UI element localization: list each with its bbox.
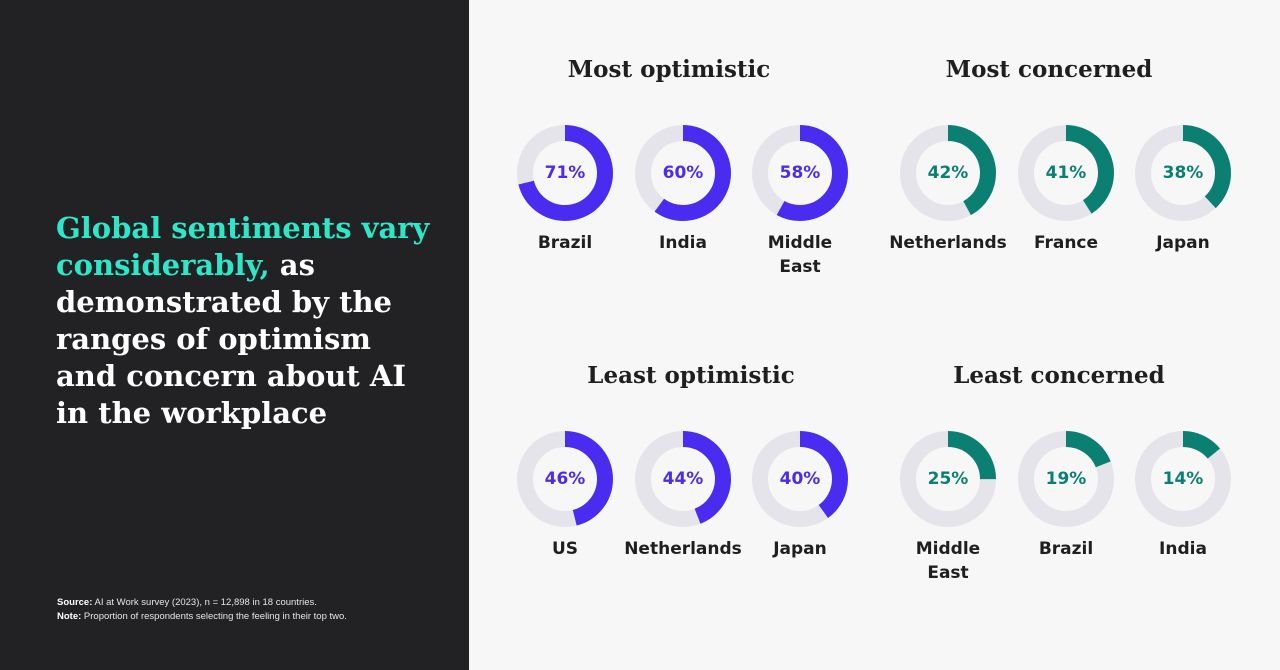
donut-category-label: Netherlands: [889, 233, 1007, 253]
donut-brazil: 19%: [1016, 429, 1116, 529]
donut-value-label: 14%: [1162, 469, 1204, 489]
donut-svg: [752, 125, 848, 221]
note-line: Note: Proportion of respondents selectin…: [57, 610, 457, 624]
donut-svg: [900, 125, 996, 221]
donut-svg: [517, 125, 613, 221]
donut-category-label: France: [1033, 233, 1099, 253]
donut-svg: [900, 431, 996, 527]
donut-value-label: 19%: [1045, 469, 1087, 489]
donut-france: 41%: [1016, 123, 1116, 223]
donut-arc: [1135, 431, 1231, 527]
donut-us: 46%: [515, 429, 615, 529]
donut-svg: [752, 431, 848, 527]
donut-svg: [1018, 431, 1114, 527]
donut-netherlands: 42%: [898, 123, 998, 223]
donut-arc: [1135, 125, 1231, 221]
group-title: Least concerned: [953, 362, 1165, 389]
donut-category-label: Middle East: [915, 539, 981, 583]
donut-value-label: 41%: [1045, 163, 1087, 183]
group-least-concerned: Least concerned 25% Middle East 19% Brazil 1…: [879, 362, 1239, 642]
donut-arc: [900, 125, 996, 221]
donut-arc: [1018, 431, 1114, 527]
donut-japan: 38%: [1133, 123, 1233, 223]
donut-brazil: 71%: [515, 123, 615, 223]
donut-value-label: 58%: [779, 163, 821, 183]
group-most-concerned: Most concerned 42% Netherlands 41% France 38…: [869, 56, 1231, 336]
headline-highlight: Global sentiments vary considerably,: [56, 211, 430, 282]
donut-value-label: 71%: [544, 163, 586, 183]
donut-arc: [635, 125, 731, 221]
donut-value-label: 60%: [662, 163, 704, 183]
donut-svg: [1018, 125, 1114, 221]
group-title: Most concerned: [945, 56, 1153, 83]
donut-svg: [635, 431, 731, 527]
donut-arc: [1018, 125, 1114, 221]
headline: Global sentiments vary considerably, as …: [56, 210, 436, 432]
donut-value-label: 46%: [544, 469, 586, 489]
donut-middle-east: 58%: [750, 123, 850, 223]
source-text: AI at Work survey (2023), n = 12,898 in …: [92, 597, 317, 608]
note-label: Note:: [57, 611, 82, 622]
donut-arc: [752, 125, 848, 221]
donut-svg: [517, 431, 613, 527]
donut-category-label: India: [659, 233, 707, 253]
left-panel: Global sentiments vary considerably, as …: [0, 0, 469, 670]
source-label: Source:: [57, 597, 93, 608]
donut-arc: [752, 431, 848, 527]
donut-category-label: Japan: [1156, 233, 1210, 253]
donut-category-label: US: [551, 539, 579, 559]
donut-category-label: India: [1159, 539, 1207, 559]
donut-arc: [517, 125, 613, 221]
donut-middle-east: 25%: [898, 429, 998, 529]
donut-arc: [635, 431, 731, 527]
donut-arc: [517, 431, 613, 527]
donut-svg: [1135, 125, 1231, 221]
donut-india: 60%: [633, 123, 733, 223]
donut-svg: [1135, 431, 1231, 527]
headline-rest: as demonstrated by the ranges of optimis…: [56, 248, 406, 430]
donut-india: 14%: [1133, 429, 1233, 529]
note-text: Proportion of respondents selecting the …: [81, 611, 347, 622]
donut-value-label: 25%: [927, 469, 969, 489]
charts-panel: Most optimistic 71% Brazil 60% India 58% Midd…: [469, 0, 1280, 670]
donut-value-label: 42%: [927, 163, 969, 183]
donut-value-label: 44%: [662, 469, 704, 489]
donut-category-label: Middle East: [767, 233, 833, 277]
donut-value-label: 38%: [1162, 163, 1204, 183]
donut-svg: [635, 125, 731, 221]
group-title: Most optimistic: [567, 56, 771, 83]
donut-category-label: Brazil: [1038, 539, 1094, 559]
donut-category-label: Brazil: [537, 233, 593, 253]
group-title: Least optimistic: [587, 362, 795, 389]
donut-arc: [900, 431, 996, 527]
donut-value-label: 40%: [779, 469, 821, 489]
group-most-optimistic: Most optimistic 71% Brazil 60% India 58% Midd…: [489, 56, 849, 336]
donut-category-label: Japan: [773, 539, 827, 559]
group-least-optimistic: Least optimistic 46% US 44% Netherlands 40% J…: [511, 362, 871, 642]
footnotes: Source: AI at Work survey (2023), n = 12…: [57, 596, 457, 624]
donut-category-label: Netherlands: [624, 539, 742, 559]
donut-japan: 40%: [750, 429, 850, 529]
source-note: Source: AI at Work survey (2023), n = 12…: [57, 596, 457, 610]
donut-netherlands: 44%: [633, 429, 733, 529]
